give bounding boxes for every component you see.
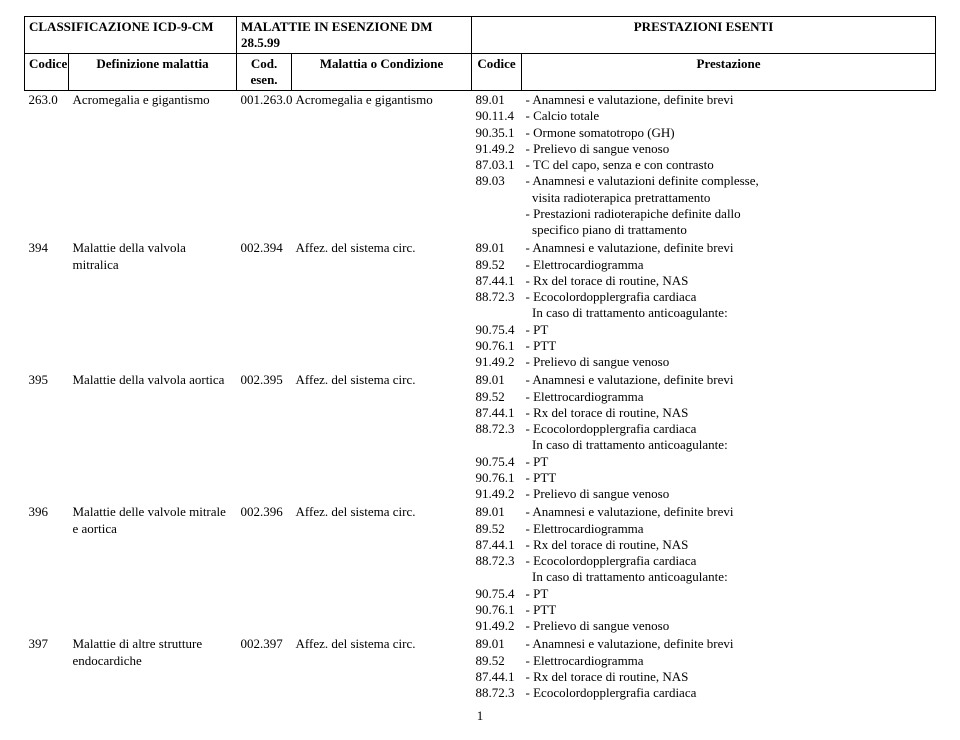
cell-definizione: Malattie della valvola mitralica [69, 239, 237, 371]
cell-codici-prest: 89.01 89.52 87.44.1 88.72.3 [472, 635, 522, 702]
cell-condizione: Affez. del sistema circ. [292, 635, 472, 702]
cell-icd: 397 [25, 635, 69, 702]
header-row-groups: CLASSIFICAZIONE ICD-9-CM MALATTIE IN ESE… [25, 17, 936, 54]
cell-cod-esen: 002.397 [237, 635, 292, 702]
table-row: 397Malattie di altre strutture endocardi… [25, 635, 936, 702]
cell-condizione: Affez. del sistema circ. [292, 503, 472, 635]
cell-codici-prest: 89.01 89.52 87.44.1 88.72.3 90.75.4 90.7… [472, 239, 522, 371]
cell-prestazione: - Anamnesi e valutazione, definite brevi… [522, 503, 936, 635]
cell-cod-esen: 001.263.0 [237, 91, 292, 240]
cell-cod-esen: 002.394 [237, 239, 292, 371]
cell-icd: 395 [25, 371, 69, 503]
header-row-columns: Codice Definizione malattia Cod. esen. M… [25, 54, 936, 91]
page-number: 1 [24, 708, 936, 724]
cell-prestazione: - Anamnesi e valutazione, definite brevi… [522, 635, 936, 702]
header-group-icd: CLASSIFICAZIONE ICD-9-CM [25, 17, 237, 54]
cell-icd: 396 [25, 503, 69, 635]
col-prestazione: Prestazione [522, 54, 936, 91]
cell-condizione: Affez. del sistema circ. [292, 371, 472, 503]
cell-cod-esen: 002.395 [237, 371, 292, 503]
col-cod-esen: Cod. esen. [237, 54, 292, 91]
col-definizione: Definizione malattia [69, 54, 237, 91]
table-row: 396Malattie delle valvole mitrale e aort… [25, 503, 936, 635]
table-row: 395Malattie della valvola aortica002.395… [25, 371, 936, 503]
col-codice-prest: Codice [472, 54, 522, 91]
cell-codici-prest: 89.01 89.52 87.44.1 88.72.3 90.75.4 90.7… [472, 503, 522, 635]
cell-definizione: Malattie di altre strutture endocardiche [69, 635, 237, 702]
cell-prestazione: - Anamnesi e valutazione, definite brevi… [522, 239, 936, 371]
table-row: 394Malattie della valvola mitralica002.3… [25, 239, 936, 371]
cell-prestazione: - Anamnesi e valutazione, definite brevi… [522, 91, 936, 240]
cell-condizione: Acromegalia e gigantismo [292, 91, 472, 240]
cell-condizione: Affez. del sistema circ. [292, 239, 472, 371]
cell-definizione: Malattie delle valvole mitrale e aortica [69, 503, 237, 635]
cell-definizione: Acromegalia e gigantismo [69, 91, 237, 240]
cell-codici-prest: 89.01 90.11.4 90.35.1 91.49.2 87.03.1 89… [472, 91, 522, 240]
header-group-esenzione: MALATTIE IN ESENZIONE DM 28.5.99 [237, 17, 472, 54]
exemption-table: CLASSIFICAZIONE ICD-9-CM MALATTIE IN ESE… [24, 16, 936, 702]
col-codice-icd: Codice [25, 54, 69, 91]
col-malattia: Malattia o Condizione [292, 54, 472, 91]
cell-icd: 263.0 [25, 91, 69, 240]
table-row: 263.0Acromegalia e gigantismo001.263.0Ac… [25, 91, 936, 240]
header-group-prestazioni: PRESTAZIONI ESENTI [472, 17, 936, 54]
cell-codici-prest: 89.01 89.52 87.44.1 88.72.3 90.75.4 90.7… [472, 371, 522, 503]
cell-prestazione: - Anamnesi e valutazione, definite brevi… [522, 371, 936, 503]
cell-cod-esen: 002.396 [237, 503, 292, 635]
cell-definizione: Malattie della valvola aortica [69, 371, 237, 503]
cell-icd: 394 [25, 239, 69, 371]
